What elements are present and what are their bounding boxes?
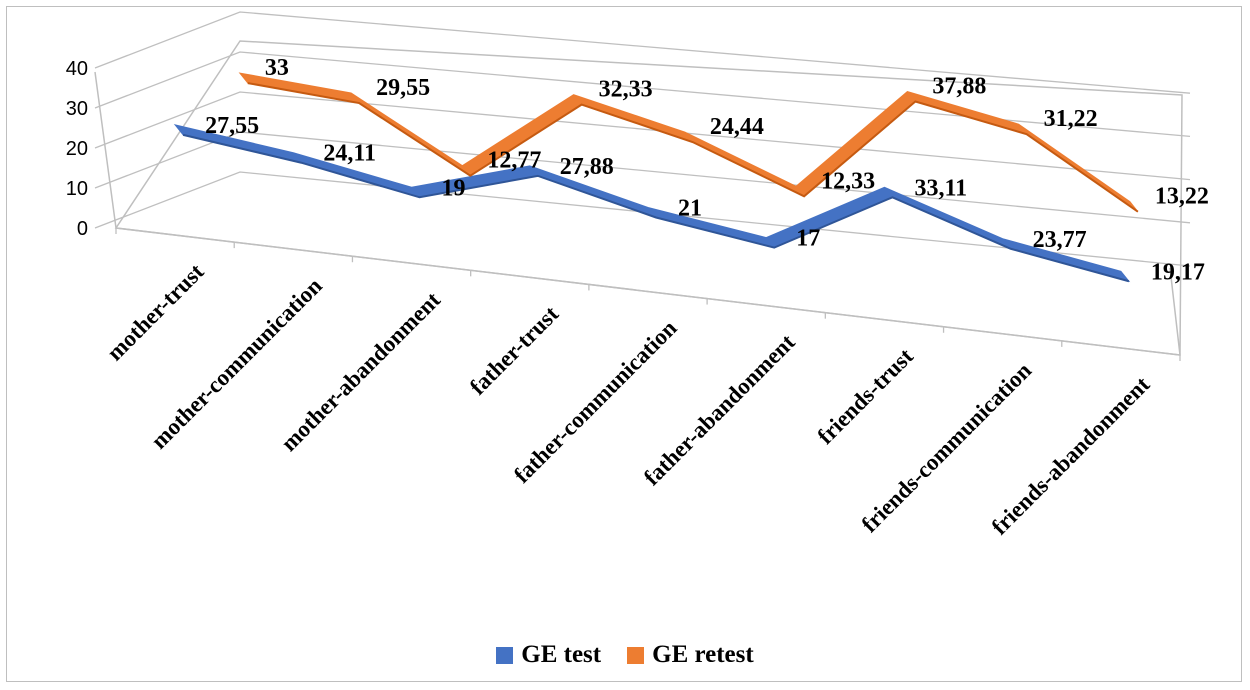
data-label: 12,77: [487, 148, 541, 174]
legend: GE test GE retest: [0, 640, 1250, 670]
data-label: 33: [265, 55, 289, 81]
gridline: [94, 11, 1191, 94]
chart-side-edges: [94, 71, 1181, 356]
data-label: 17: [796, 226, 820, 252]
x-axis-line: [115, 227, 1181, 356]
x-category-label: father-abandonment: [639, 329, 800, 490]
gridline: [94, 91, 1191, 181]
y-tick-label: 30: [66, 98, 88, 120]
legend-swatch-ge-retest: [627, 646, 645, 664]
y-tick-label: 40: [66, 58, 88, 80]
data-label: 29,55: [376, 75, 430, 101]
legend-label-ge-retest: GE retest: [652, 641, 754, 668]
series-edge: [182, 133, 1130, 283]
gridline: [94, 51, 1191, 138]
data-label: 13,22: [1155, 184, 1209, 210]
data-label: 12,33: [821, 168, 875, 194]
legend-item-ge-test: GE test: [496, 641, 601, 669]
x-axis-labels: mother-trustmother-communicationmother-a…: [102, 259, 1155, 540]
data-label: 24,44: [710, 114, 764, 140]
data-labels: 27,55 24,11 19 27,88 21 17 33,11 23,77 19,17 33 29…: [205, 55, 1209, 285]
data-label: 32,33: [599, 77, 653, 103]
x-category-label: mother-trust: [102, 259, 209, 366]
legend-item-ge-retest: GE retest: [627, 641, 754, 669]
data-label: 23,77: [1033, 227, 1087, 253]
series-ge-test: [173, 124, 1131, 283]
data-label: 24,11: [323, 141, 376, 167]
chart-walls: [94, 40, 1183, 361]
y-axis-ticks: 0 10 20 30 40: [66, 58, 88, 240]
gridline: [94, 171, 1191, 267]
x-category-label: father-trust: [465, 301, 564, 400]
data-label: 37,88: [932, 74, 986, 100]
gridlines: [94, 11, 1191, 267]
data-label: 19,17: [1151, 259, 1205, 285]
y-tick-label: 0: [77, 218, 88, 240]
data-label: 27,55: [205, 113, 259, 139]
x-category-label: friends-trust: [813, 343, 919, 449]
data-label: 31,22: [1044, 106, 1098, 132]
series-edge: [247, 82, 1139, 213]
data-label: 21: [678, 196, 702, 222]
data-label: 27,88: [560, 154, 614, 180]
data-label: 19: [442, 175, 466, 201]
legend-swatch-ge-test: [496, 646, 514, 664]
legend-label-ge-test: GE test: [521, 641, 602, 668]
data-label: 33,11: [914, 175, 967, 201]
series-ge-retest: [238, 72, 1139, 213]
y-tick-label: 20: [66, 138, 88, 160]
y-tick-label: 10: [66, 178, 88, 200]
